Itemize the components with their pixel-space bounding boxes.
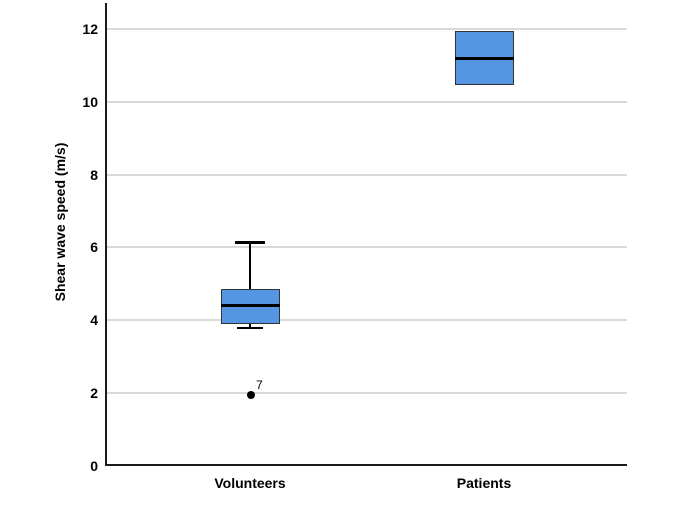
y-tick-label: 0 xyxy=(90,458,98,474)
median-line xyxy=(220,304,280,308)
gridline xyxy=(107,246,627,249)
gridline xyxy=(107,319,627,322)
y-tick-label: 12 xyxy=(82,20,98,37)
x-axis-line xyxy=(105,464,627,466)
whisker-line xyxy=(249,242,251,290)
outlier-point xyxy=(247,390,255,399)
x-category-label: Patients xyxy=(456,475,512,491)
gridline xyxy=(107,100,627,103)
y-tick-label: 10 xyxy=(82,93,98,110)
outlier-label: 7 xyxy=(256,377,263,392)
y-tick-label: 4 xyxy=(90,312,98,329)
gridline xyxy=(107,392,627,395)
whisker-cap-lower xyxy=(237,326,263,329)
whisker-line xyxy=(249,323,251,328)
x-category-label: Volunteers xyxy=(214,475,286,491)
gridline xyxy=(107,173,627,176)
gridline xyxy=(107,27,627,30)
whisker-cap-upper xyxy=(235,240,265,244)
y-tick-label: 6 xyxy=(90,239,98,256)
y-tick-label: 2 xyxy=(90,385,98,402)
y-tick-label: 8 xyxy=(90,166,98,183)
median-line xyxy=(454,56,514,60)
y-axis-line xyxy=(105,3,107,466)
